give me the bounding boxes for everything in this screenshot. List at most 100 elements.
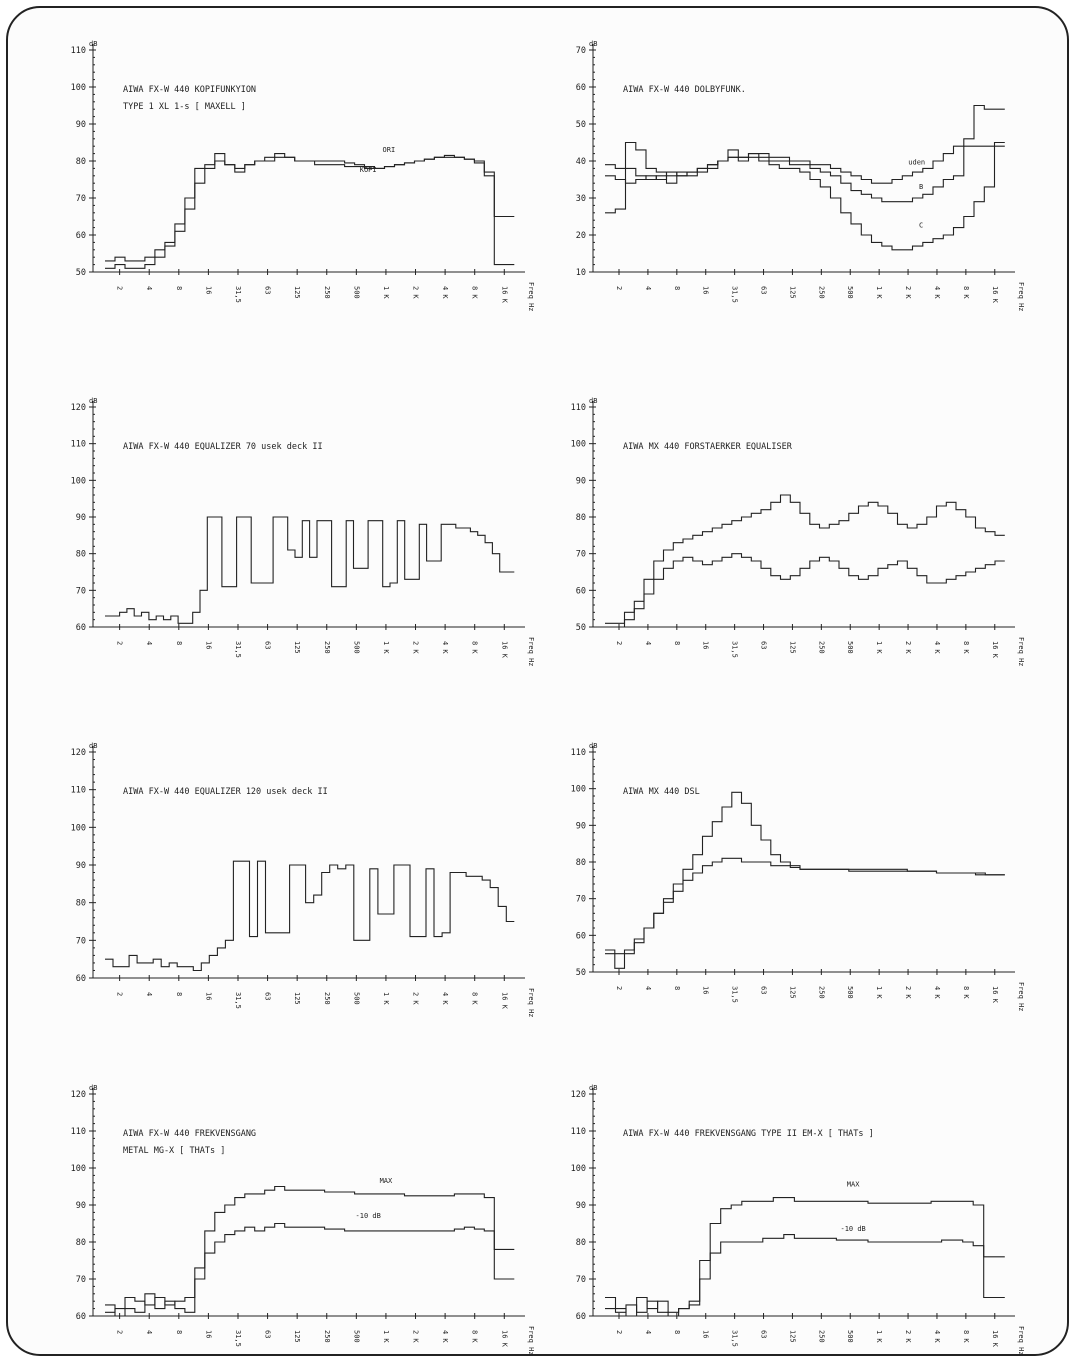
chart-title: AIWA FX-W 440 EQUALIZER 70 usek deck II (123, 442, 323, 452)
y-tick-label: 90 (576, 476, 586, 486)
x-tick-label: 4 K (441, 992, 449, 1005)
y-tick-label: 100 (571, 440, 586, 450)
x-tick-label: 8 (175, 992, 183, 996)
x-tick-label: 8 (673, 286, 681, 290)
x-tick-label: 250 (817, 1330, 825, 1343)
y-tick-label: 50 (576, 120, 586, 130)
x-axis-label: Freq Hz (1017, 1326, 1025, 1356)
x-tick-label: 8 (673, 986, 681, 990)
y-tick-label: 70 (76, 586, 86, 596)
series-line (105, 860, 515, 972)
y-tick-label: 60 (576, 586, 586, 596)
x-tick-label: 4 (145, 1330, 153, 1334)
annotation-label: MAX (380, 1177, 393, 1185)
x-tick-label: 16 (204, 641, 212, 649)
unit-label: dB (589, 742, 597, 750)
y-tick-label: 80 (576, 1238, 586, 1248)
x-tick-label: 125 (788, 286, 796, 299)
x-tick-label: 500 (846, 286, 854, 299)
unit-label: dB (89, 40, 97, 48)
x-tick-label: 125 (788, 641, 796, 654)
unit-label: dB (589, 1084, 597, 1092)
y-tick-label: 70 (76, 936, 86, 946)
chart-forstaerker: 50 60 70 80 90 100 110 dB 2 4 8 16 31,5 63 125 250 500 1 … (555, 395, 1035, 684)
x-tick-label: 125 (293, 1330, 301, 1343)
y-tick-label: 100 (571, 785, 586, 795)
x-tick-label: 250 (817, 641, 825, 654)
x-tick-label: 4 (145, 641, 153, 645)
x-tick-label: 8 K (962, 1330, 970, 1343)
y-tick-label: 120 (71, 1090, 86, 1100)
chart-dsl: 50 60 70 80 90 100 110 dB 2 4 8 16 31,5 63 125 250 500 1 … (555, 740, 1035, 1029)
x-tick-label: 4 (644, 286, 652, 290)
x-tick-label: 500 (846, 641, 854, 654)
x-tick-label: 1 K (382, 641, 390, 654)
chart-frekvensgang-metal: 60 70 80 90 100 110 120 dB 2 4 8 16 31,5 63 125 250 500 1… (55, 1082, 535, 1356)
x-tick-label: 250 (323, 641, 331, 654)
x-tick-label: 500 (352, 992, 360, 1005)
y-tick-label: 50 (576, 968, 586, 978)
x-tick-label: 2 (116, 1330, 124, 1334)
x-tick-label: 250 (817, 986, 825, 999)
y-tick-label: 110 (571, 403, 586, 413)
y-tick-label: 80 (76, 157, 86, 167)
chart-title: METAL MG-X [ THATs ] (123, 1146, 225, 1156)
x-tick-label: 8 K (471, 286, 479, 299)
y-tick-label: 80 (76, 1238, 86, 1248)
y-tick-label: 70 (76, 194, 86, 204)
y-tick-label: 90 (576, 821, 586, 831)
chart-frekvensgang-type2: 60 70 80 90 100 110 120 dB 2 4 8 16 31,5 63 125 250 500 1… (555, 1082, 1035, 1356)
y-tick-label: 60 (76, 1312, 86, 1322)
y-tick-label: 40 (576, 157, 586, 167)
chart-title: AIWA MX 440 DSL (623, 787, 700, 797)
x-tick-label: 8 K (471, 1330, 479, 1343)
annotation-label: -10 dB (840, 1225, 865, 1233)
x-tick-label: 4 (644, 986, 652, 990)
x-tick-label: 31,5 (234, 641, 242, 658)
x-tick-label: 4 (145, 286, 153, 290)
series-line (605, 494, 1005, 624)
x-tick-label: 1 K (382, 992, 390, 1005)
x-tick-label: 2 K (904, 1330, 912, 1343)
chart-title: AIWA MX 440 FORSTAERKER EQUALISER (623, 442, 793, 452)
y-tick-label: 110 (571, 1127, 586, 1137)
x-tick-label: 16 (204, 286, 212, 294)
y-tick-label: 20 (576, 231, 586, 241)
x-tick-label: 16 (702, 641, 710, 649)
x-axis-label: Freq Hz (1017, 637, 1025, 667)
unit-label: dB (89, 397, 97, 405)
x-tick-label: 1 K (875, 641, 883, 654)
x-tick-label: 8 (175, 286, 183, 290)
y-tick-label: 100 (71, 476, 86, 486)
x-tick-label: 63 (264, 286, 272, 294)
x-tick-label: 125 (788, 1330, 796, 1343)
x-tick-label: 1 K (382, 1330, 390, 1343)
x-tick-label: 250 (323, 1330, 331, 1343)
annotation-label: B (919, 183, 923, 191)
series-line (605, 857, 1005, 955)
annotation-label: KOPI (360, 166, 377, 174)
y-tick-label: 10 (576, 268, 586, 278)
y-tick-label: 50 (576, 623, 586, 633)
x-tick-label: 4 (644, 641, 652, 645)
series-line (105, 1185, 515, 1313)
y-tick-label: 80 (76, 550, 86, 560)
x-tick-label: 2 K (412, 641, 420, 654)
y-tick-label: 60 (76, 623, 86, 633)
x-tick-label: 31,5 (731, 286, 739, 303)
x-tick-label: 500 (352, 641, 360, 654)
chart-title: AIWA FX-W 440 FREKVENSGANG (123, 1129, 256, 1139)
x-tick-label: 1 K (382, 286, 390, 299)
x-tick-label: 250 (323, 286, 331, 299)
x-tick-label: 4 (644, 1330, 652, 1334)
x-tick-label: 16 (702, 1330, 710, 1338)
x-tick-label: 63 (264, 641, 272, 649)
chart-equalizer-70: 60 70 80 90 100 110 120 dB 2 4 8 16 31,5 63 125 250 500 1… (55, 395, 535, 684)
x-tick-label: 1 K (875, 1330, 883, 1343)
y-tick-label: 90 (76, 1201, 86, 1211)
x-tick-label: 4 K (441, 286, 449, 299)
x-tick-label: 2 K (412, 1330, 420, 1343)
x-axis-label: Freq Hz (1017, 982, 1025, 1012)
